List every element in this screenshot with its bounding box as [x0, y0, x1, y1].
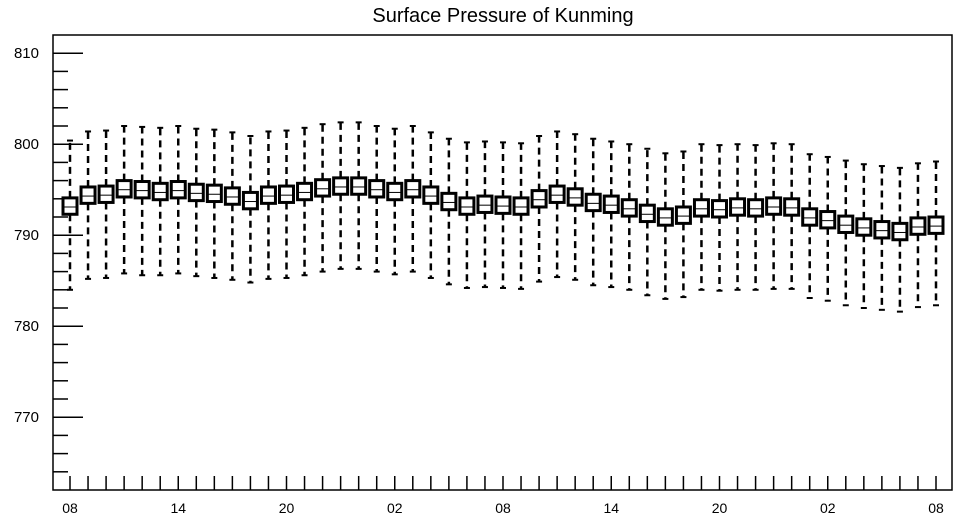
- box: [891, 221, 909, 242]
- box: [512, 196, 530, 216]
- box: [548, 184, 566, 204]
- box: [729, 197, 747, 217]
- box: [314, 178, 332, 198]
- y-tick-label: 780: [14, 318, 39, 335]
- box: [747, 198, 765, 218]
- box: [187, 182, 205, 203]
- box: [241, 190, 259, 211]
- box: [674, 205, 692, 225]
- box: [422, 185, 440, 205]
- plot-area: 770 780 790 800 810 08 14 20 02 08 14 20 02 08: [14, 34, 953, 516]
- x-tick-label: 02: [820, 500, 836, 516]
- box: [278, 184, 295, 204]
- x-tick-label: 08: [62, 500, 78, 516]
- x-tick-label: 14: [170, 500, 186, 516]
- x-tick-label: 20: [279, 500, 295, 516]
- box: [476, 194, 494, 214]
- box: [566, 187, 584, 207]
- box: [656, 207, 674, 227]
- box: [223, 186, 241, 206]
- box: [927, 215, 945, 235]
- box: [386, 181, 404, 202]
- box: [332, 176, 350, 196]
- x-tick-label: 08: [928, 500, 944, 516]
- x-tick-label: 02: [387, 500, 403, 516]
- box: [205, 183, 223, 204]
- box: [783, 197, 801, 217]
- box: [801, 207, 819, 227]
- box: [79, 185, 97, 205]
- box: [404, 179, 422, 199]
- box: [584, 192, 602, 213]
- box: [837, 214, 855, 234]
- box: [494, 195, 512, 215]
- box: [855, 217, 873, 237]
- box: [97, 184, 115, 204]
- y-tick-label: 770: [14, 409, 39, 426]
- box: [368, 179, 386, 199]
- box: [765, 196, 783, 216]
- x-tick-label: 14: [603, 500, 619, 516]
- box: [169, 180, 187, 200]
- box: [115, 179, 133, 199]
- y-tick-label: 790: [14, 227, 39, 244]
- x-tick-label: 08: [495, 500, 511, 516]
- box: [61, 196, 79, 216]
- box: [602, 194, 620, 214]
- y-tick-label: 810: [14, 45, 39, 62]
- box: [458, 196, 476, 216]
- box: [638, 203, 656, 224]
- box: [440, 191, 458, 212]
- box: [873, 220, 891, 240]
- box: [620, 198, 638, 218]
- x-tick-label: 20: [712, 500, 728, 516]
- chart-title: Surface Pressure of Kunming: [372, 5, 633, 27]
- y-tick-label: 800: [14, 136, 39, 153]
- box: [692, 198, 710, 218]
- box: [711, 199, 728, 219]
- box: [819, 210, 837, 230]
- box: [350, 176, 368, 196]
- box: [296, 181, 314, 202]
- box: [151, 181, 169, 202]
- box: [909, 216, 927, 236]
- box: [530, 189, 548, 209]
- box: [133, 180, 151, 200]
- box: [259, 185, 277, 205]
